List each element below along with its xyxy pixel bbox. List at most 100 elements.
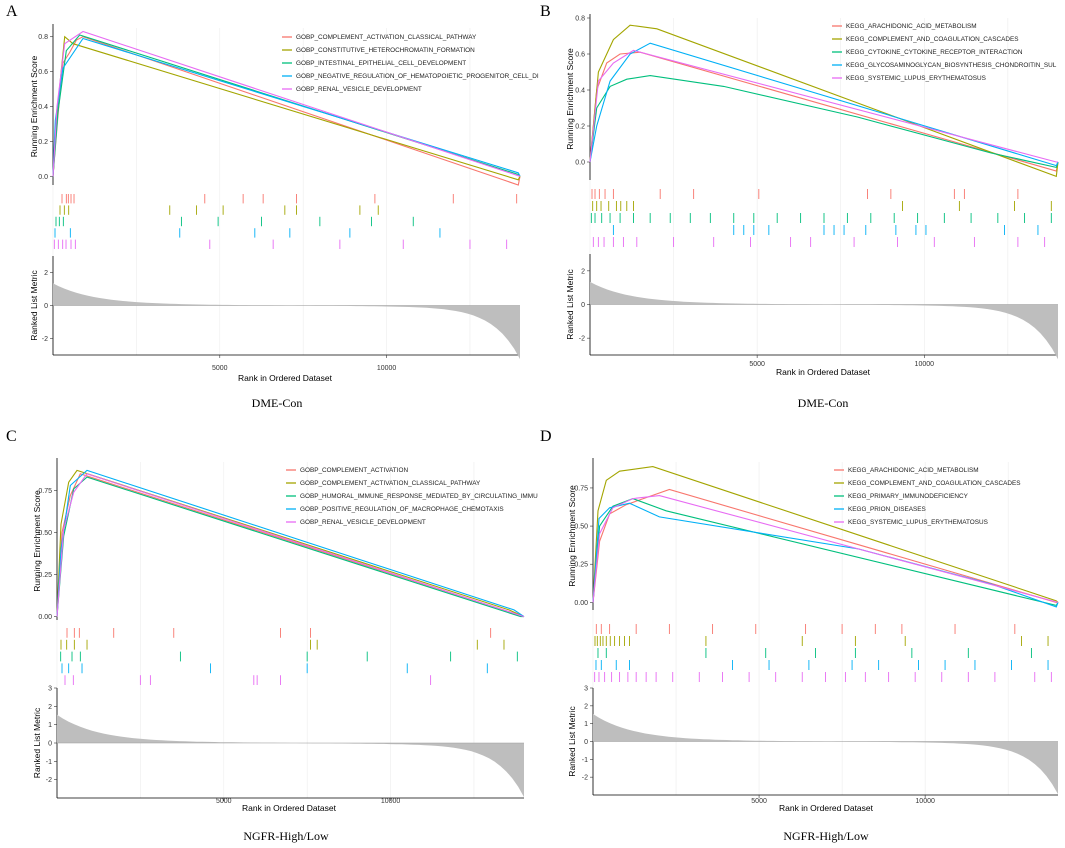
es-tick-label: 0.00 bbox=[574, 600, 588, 607]
es-curve-1 bbox=[589, 51, 1059, 172]
legend-label: GOBP_COMPLEMENT_ACTIVATION_CLASSICAL_PAT… bbox=[300, 480, 481, 487]
metric-tick-label: 2 bbox=[44, 270, 48, 277]
hit-row-4 bbox=[61, 663, 488, 674]
es-curve-2 bbox=[589, 24, 1059, 178]
legend: KEGG_ARACHIDONIC_ACID_METABOLISM KEGG_COM… bbox=[832, 23, 1057, 82]
ranked-metric-area bbox=[57, 714, 524, 798]
es-tick-label: 0.6 bbox=[38, 69, 48, 76]
legend-label: GOBP_RENAL_VESICLE_DEVELOPMENT bbox=[296, 86, 422, 93]
legend-label: GOBP_COMPLEMENT_ACTIVATION_CLASSICAL_PAT… bbox=[296, 34, 477, 41]
ranked-metric-area bbox=[53, 283, 520, 360]
metric-tick-label: -1 bbox=[46, 759, 52, 766]
hit-row-1 bbox=[591, 189, 1019, 199]
panel-caption: NGFR-High/Low bbox=[783, 829, 869, 843]
legend-label: GOBP_NEGATIVE_REGULATION_OF_HEMATOPOIETI… bbox=[296, 73, 539, 80]
es-curve-4 bbox=[589, 42, 1059, 167]
es-ylabel: Running Enrichment Score bbox=[567, 485, 577, 587]
legend-label: KEGG_CYTOKINE_CYTOKINE_RECEPTOR_INTERACT… bbox=[846, 49, 1023, 56]
es-ylabel: Running Enrichment Score bbox=[565, 48, 575, 150]
legend-label: GOBP_POSITIVE_REGULATION_OF_MACROPHAGE_C… bbox=[300, 506, 504, 513]
metric-tick-label: 0 bbox=[48, 741, 52, 748]
es-curve-3 bbox=[592, 498, 1059, 607]
metric-tick-label: 1 bbox=[584, 721, 588, 728]
x-tick-label: 10000 bbox=[377, 365, 397, 372]
metric-tick-label: 1 bbox=[48, 722, 52, 729]
hit-row-5 bbox=[64, 675, 432, 685]
panel-caption: DME-Con bbox=[252, 396, 303, 410]
es-tick-label: 0.4 bbox=[575, 88, 585, 95]
es-tick-label: 0.50 bbox=[574, 524, 588, 531]
legend-item: GOBP_RENAL_VESICLE_DEVELOPMENT bbox=[286, 519, 426, 526]
es-tick-label: 0.2 bbox=[575, 124, 585, 131]
metric-tick-label: -2 bbox=[42, 336, 48, 343]
es-tick-label: 0.4 bbox=[38, 104, 48, 111]
legend-item: GOBP_COMPLEMENT_ACTIVATION_CLASSICAL_PAT… bbox=[286, 480, 481, 487]
metric-tick-label: 2 bbox=[581, 268, 585, 275]
panel-caption: DME-Con bbox=[798, 396, 849, 410]
metric-tick-label: 0 bbox=[44, 303, 48, 310]
legend-item: KEGG_GLYCOSAMINOGLYCAN_BIOSYNTHESIS_CHON… bbox=[832, 62, 1057, 69]
es-curve-3 bbox=[52, 34, 521, 177]
hit-row-1 bbox=[61, 194, 518, 204]
es-tick-label: 0.75 bbox=[574, 485, 588, 492]
legend-label: KEGG_PRIMARY_IMMUNODEFICIENCY bbox=[848, 493, 969, 500]
legend-label: KEGG_PRION_DISEASES bbox=[848, 506, 926, 513]
legend-label: GOBP_CONSTITUTIVE_HETEROCHROMATIN_FORMAT… bbox=[296, 47, 475, 54]
es-ylabel: Running Enrichment Score bbox=[32, 490, 42, 592]
legend-label: KEGG_SYSTEMIC_LUPUS_ERYTHEMATOSUS bbox=[848, 519, 988, 526]
legend-item: GOBP_COMPLEMENT_ACTIVATION_CLASSICAL_PAT… bbox=[282, 34, 477, 41]
hit-row-1 bbox=[595, 624, 1016, 634]
x-tick-label: 5000 bbox=[749, 361, 765, 368]
legend-item: KEGG_PRION_DISEASES bbox=[834, 506, 926, 513]
es-curve-4 bbox=[592, 502, 1059, 608]
es-tick-label: 0.0 bbox=[38, 174, 48, 181]
legend-item: KEGG_SYSTEMIC_LUPUS_ERYTHEMATOSUS bbox=[834, 519, 988, 526]
x-axis-label: Rank in Ordered Dataset bbox=[242, 803, 337, 813]
legend-item: GOBP_RENAL_VESICLE_DEVELOPMENT bbox=[282, 86, 422, 93]
es-ylabel: Running Enrichment Score bbox=[29, 55, 39, 157]
metric-ylabel: Ranked List Metric bbox=[565, 269, 575, 340]
es-curve-5 bbox=[56, 473, 525, 618]
es-tick-label: 0.75 bbox=[38, 488, 52, 495]
metric-tick-label: -2 bbox=[579, 336, 585, 343]
hit-row-2 bbox=[59, 205, 379, 215]
legend-label: KEGG_GLYCOSAMINOGLYCAN_BIOSYNTHESIS_CHON… bbox=[846, 62, 1057, 69]
metric-ylabel: Ranked List Metric bbox=[32, 707, 42, 778]
hit-row-4 bbox=[612, 225, 1039, 235]
legend-item: GOBP_NEGATIVE_REGULATION_OF_HEMATOPOIETI… bbox=[282, 73, 539, 80]
legend-item: GOBP_POSITIVE_REGULATION_OF_MACROPHAGE_C… bbox=[286, 506, 504, 513]
es-tick-label: 0.2 bbox=[38, 139, 48, 146]
legend-label: KEGG_ARACHIDONIC_ACID_METABOLISM bbox=[846, 23, 977, 30]
metric-tick-label: 0 bbox=[581, 302, 585, 309]
es-curve-5 bbox=[592, 495, 1059, 603]
hit-row-4 bbox=[595, 660, 1049, 670]
ranked-metric-area bbox=[590, 281, 1058, 360]
es-tick-label: 0.8 bbox=[38, 34, 48, 41]
panel-letter: A bbox=[6, 3, 18, 20]
panel-a: A 0.0 0.2 0.4 0.6 0.8 Running Enrichment Score… bbox=[6, 3, 539, 410]
es-tick-label: 0.00 bbox=[38, 614, 52, 621]
metric-tick-label: 0 bbox=[584, 739, 588, 746]
es-tick-label: 0.8 bbox=[575, 16, 585, 23]
legend-item: GOBP_INTESTINAL_EPITHELIAL_CELL_DEVELOPM… bbox=[282, 60, 466, 67]
es-curve-4 bbox=[52, 37, 521, 177]
legend-item: KEGG_SYSTEMIC_LUPUS_ERYTHEMATOSUS bbox=[832, 75, 986, 82]
legend-item: KEGG_COMPLEMENT_AND_COAGULATION_CASCADES bbox=[834, 480, 1020, 487]
es-tick-label: 0.6 bbox=[575, 52, 585, 59]
hit-row-2 bbox=[60, 639, 505, 650]
es-tick-label: 0.0 bbox=[575, 160, 585, 167]
hit-row-3 bbox=[60, 651, 518, 662]
es-curve-2 bbox=[52, 35, 521, 181]
legend-item: KEGG_ARACHIDONIC_ACID_METABOLISM bbox=[832, 23, 977, 30]
x-tick-label: 5000 bbox=[751, 798, 767, 805]
panel-letter: D bbox=[540, 428, 552, 445]
x-tick-label: 5000 bbox=[216, 798, 232, 805]
legend-label: KEGG_COMPLEMENT_AND_COAGULATION_CASCADES bbox=[846, 36, 1018, 43]
metric-tick-label: 3 bbox=[584, 686, 588, 693]
legend: GOBP_COMPLEMENT_ACTIVATION_CLASSICAL_PAT… bbox=[282, 34, 539, 93]
es-curve-3 bbox=[589, 75, 1059, 169]
metric-tick-label: 2 bbox=[584, 703, 588, 710]
hit-row-5 bbox=[592, 237, 1046, 247]
